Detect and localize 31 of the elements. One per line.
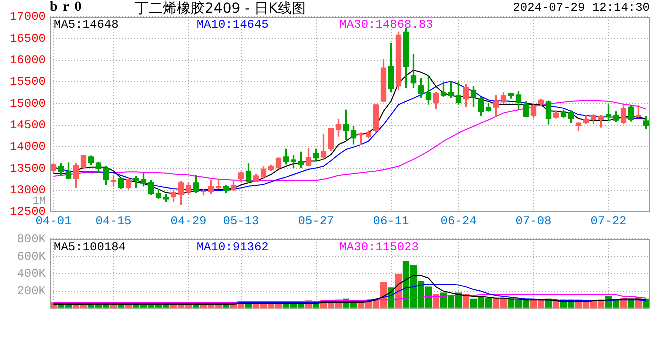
y-tick-label: 14000 [10, 140, 46, 154]
x-tick-label: 07-22 [590, 214, 627, 228]
x-tick-label: 05-13 [223, 214, 260, 228]
y-tick-label: 15000 [10, 96, 46, 111]
text: 2024-07-29 12:14:30 [513, 1, 650, 15]
y-tick-label: 15500 [10, 75, 46, 90]
y-tick-label: 16000 [10, 54, 46, 68]
text: MA30:115023 [340, 240, 419, 254]
x-tick-label: 06-11 [373, 214, 410, 228]
y-tick-label: 16500 [10, 32, 46, 46]
y-tick-label: 800K [17, 232, 47, 246]
y-tick-label: 200K [17, 284, 47, 299]
text: MA5:100184 [54, 240, 126, 254]
chart-title: 丁二烯橡胶2409 - 日K线图 [135, 0, 306, 18]
x-tick-label: 04-29 [170, 214, 207, 228]
y-tick-label: 17000 [10, 10, 46, 24]
x-tick-label: 05-27 [298, 214, 334, 228]
y-tick-label: 13000 [10, 184, 46, 198]
text: MA5:14648 [54, 18, 119, 32]
text: MA10:14645 [196, 18, 269, 32]
text: MA10:91362 [196, 240, 269, 254]
y-tick-label: 600K [17, 250, 47, 264]
text: b r 0 [50, 0, 83, 16]
text: MA30:14868.83 [340, 18, 434, 32]
y-tick-label: 14500 [10, 118, 46, 133]
x-tick-label: 07-08 [516, 214, 552, 228]
x-tick-label: 06-24 [440, 214, 477, 228]
y-tick-label: 400K [17, 267, 47, 282]
text: 1M [32, 196, 46, 208]
y-tick-label: 13500 [10, 162, 46, 176]
x-tick-label: 04-15 [96, 214, 132, 228]
